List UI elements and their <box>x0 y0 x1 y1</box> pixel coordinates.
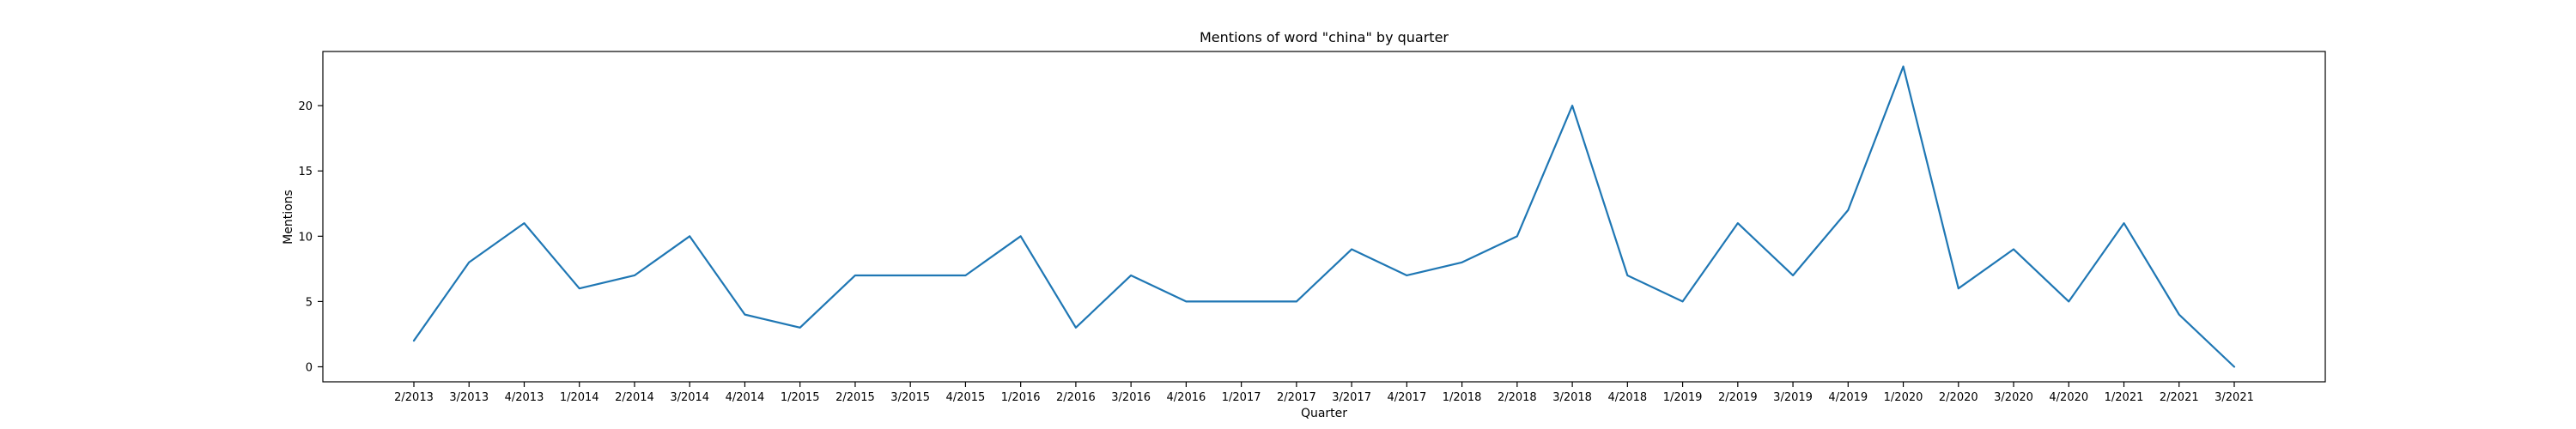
x-tick-label: 4/2015 <box>946 391 986 404</box>
x-tick-label: 2/2019 <box>1718 391 1758 404</box>
x-tick-label: 2/2015 <box>835 391 875 404</box>
x-tick-label: 3/2020 <box>1994 391 2033 404</box>
x-tick-label: 4/2020 <box>2049 391 2088 404</box>
x-tick-label: 1/2017 <box>1222 391 1261 404</box>
plot-frame <box>322 51 2326 383</box>
x-axis: 2/2013 3/2013 4/2013 1/2014 2/2014 3/2014 4/20… <box>394 382 2254 404</box>
x-tick-label: 1/2018 <box>1443 391 1482 404</box>
series-line-1 <box>412 65 2236 368</box>
plot-area <box>412 65 2236 368</box>
x-tick-label: 3/2016 <box>1111 391 1151 404</box>
x-tick-label: 2/2020 <box>1939 391 1978 404</box>
x-tick-label: 4/2017 <box>1387 391 1426 404</box>
x-tick-label: 2/2016 <box>1056 391 1096 404</box>
x-tick-label: 1/2016 <box>1001 391 1041 404</box>
y-axis-label: Mentions <box>282 190 295 245</box>
x-tick-label: 1/2019 <box>1663 391 1703 404</box>
x-tick-label: 2/2017 <box>1277 391 1316 404</box>
x-tick-label: 2/2013 <box>394 391 434 404</box>
y-tick-label: 20 <box>298 100 313 113</box>
y-tick-label: 0 <box>306 362 313 375</box>
x-tick-label: 4/2014 <box>726 391 765 404</box>
y-axis: 0 5 10 15 20 <box>298 100 323 375</box>
x-tick-label: 3/2018 <box>1552 391 1592 404</box>
x-tick-label: 2/2014 <box>615 391 654 404</box>
x-tick-label: 3/2014 <box>670 391 709 404</box>
y-tick-label: 5 <box>306 296 313 309</box>
x-tick-label: 4/2013 <box>505 391 544 404</box>
x-tick-label: 4/2016 <box>1167 391 1206 404</box>
x-tick-label: 1/2015 <box>781 391 820 404</box>
x-tick-label: 3/2019 <box>1773 391 1813 404</box>
y-tick-label: 15 <box>298 166 313 178</box>
x-tick-label: 2/2018 <box>1498 391 1537 404</box>
x-tick-label: 1/2014 <box>560 391 599 404</box>
x-tick-label: 3/2013 <box>449 391 489 404</box>
x-tick-label: 1/2021 <box>2105 391 2144 404</box>
x-tick-label: 4/2018 <box>1607 391 1647 404</box>
chart-title: Mentions of word "china" by quarter <box>1200 29 1449 45</box>
x-tick-label: 4/2019 <box>1828 391 1868 404</box>
x-axis-label: Quarter <box>1301 407 1347 420</box>
y-tick-label: 10 <box>298 231 313 244</box>
x-tick-label: 3/2015 <box>890 391 930 404</box>
x-tick-label: 3/2021 <box>2215 391 2254 404</box>
x-tick-label: 2/2021 <box>2160 391 2199 404</box>
x-tick-label: 3/2017 <box>1332 391 1371 404</box>
x-tick-label: 1/2020 <box>1884 391 1923 404</box>
